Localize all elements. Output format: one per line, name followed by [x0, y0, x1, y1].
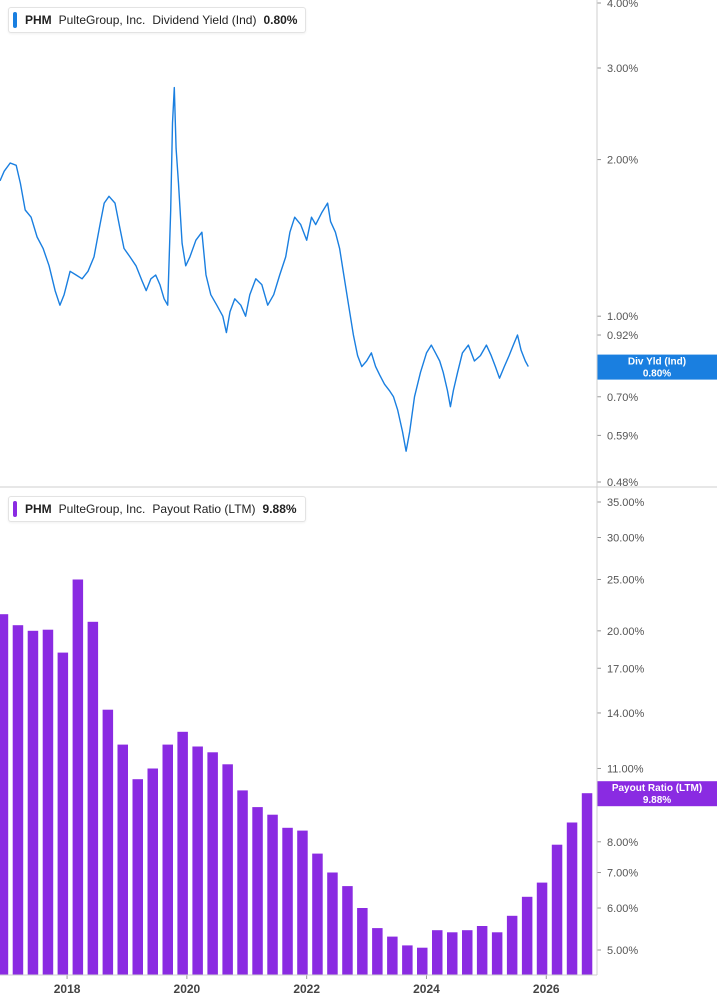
- payout-ratio-bar: [387, 936, 398, 975]
- payout-ratio-bar: [462, 930, 473, 975]
- payout-ratio-bar: [12, 625, 24, 975]
- legend-ticker: PHM: [25, 502, 52, 516]
- legend-value: 0.80%: [263, 13, 298, 27]
- payout-ratio-bar: [177, 731, 188, 975]
- dividend-yield-panel: 4.00% 3.00% 2.00% 1.00% 0.92% 0.70% 0.59% 0.48%…: [0, 0, 717, 489]
- y-tick-label: 14.00%: [607, 708, 645, 720]
- x-axis: 2018 2020 2022 2024 2026: [54, 975, 560, 996]
- y-tick-label: 30.00%: [607, 532, 645, 544]
- dividend-yield-flag: [597, 354, 717, 380]
- payout-ratio-bar: [207, 752, 218, 975]
- payout-ratio-panel: 35.00% 30.00% 25.00% 20.00% 17.00% 14.00% 11.0…: [0, 497, 717, 975]
- payout-ratio-bar: [506, 915, 518, 975]
- flag-label: Payout Ratio (LTM): [612, 783, 702, 794]
- payout-ratio-bar: [521, 896, 533, 975]
- y-tick-label: 0.59%: [607, 430, 638, 442]
- y-tick-label: 3.00%: [607, 63, 638, 75]
- payout-ratio-bar: [192, 746, 203, 975]
- y-tick-label: 8.00%: [607, 837, 638, 849]
- y-tick-label: 2.00%: [607, 155, 638, 167]
- y-tick-label: 0.48%: [607, 477, 638, 489]
- payout-ratio-bar: [372, 928, 383, 975]
- legend-company: PulteGroup, Inc.: [58, 502, 146, 516]
- payout-ratio-bar: [432, 930, 443, 975]
- payout-ratio-flag: [597, 781, 717, 807]
- payout-ratio-bar: [581, 793, 593, 975]
- payout-ratio-bar: [162, 744, 173, 975]
- payout-ratio-bar: [252, 807, 263, 975]
- payout-ratio-bar: [357, 908, 368, 975]
- payout-ratio-bar: [282, 827, 293, 975]
- dividend-yield-legend[interactable]: PHM PulteGroup, Inc. Dividend Yield (Ind…: [8, 7, 307, 33]
- payout-ratio-bar: [342, 886, 353, 975]
- flag-label: Div Yld (Ind): [628, 357, 686, 368]
- y-tick-label: 7.00%: [607, 868, 638, 880]
- payout-ratio-bar: [117, 744, 128, 975]
- payout-ratio-bar: [476, 926, 488, 975]
- x-tick-label: 2026: [533, 982, 560, 996]
- flag-value: 9.88%: [643, 795, 671, 806]
- x-tick-label: 2022: [293, 982, 320, 996]
- dividend-yield-line: [0, 86, 529, 452]
- payout-ratio-legend[interactable]: PHM PulteGroup, Inc. Payout Ratio (LTM) …: [8, 496, 306, 522]
- payout-ratio-bar: [42, 629, 54, 975]
- payout-ratio-swatch: [13, 501, 17, 517]
- legend-value: 9.88%: [262, 502, 297, 516]
- payout-ratio-bar: [297, 830, 308, 975]
- payout-ratio-bar: [551, 844, 563, 975]
- payout-ratio-bar: [222, 764, 233, 975]
- legend-company: PulteGroup, Inc.: [58, 13, 146, 27]
- x-tick-label: 2018: [54, 982, 81, 996]
- y-tick-label: 35.00%: [607, 497, 645, 509]
- payout-ratio-bar: [417, 947, 428, 975]
- payout-ratio-bar: [402, 945, 413, 975]
- legend-metric: Dividend Yield (Ind): [152, 13, 257, 27]
- payout-ratio-bar: [57, 652, 69, 975]
- payout-ratio-bar: [147, 768, 158, 975]
- payout-ratio-bar: [132, 779, 143, 975]
- payout-ratio-bar: [237, 790, 248, 975]
- payout-ratio-bar: [491, 932, 503, 975]
- y-tick-label: 20.00%: [607, 626, 645, 638]
- dividend-yield-swatch: [13, 12, 17, 28]
- payout-ratio-bar: [72, 579, 84, 975]
- y-tick-label: 11.00%: [607, 763, 644, 775]
- payout-ratio-bar: [327, 872, 338, 975]
- payout-ratio-bar: [0, 614, 9, 975]
- x-tick-label: 2020: [174, 982, 201, 996]
- y-tick-label: 0.70%: [607, 392, 638, 404]
- payout-ratio-bar: [447, 932, 458, 975]
- payout-ratio-bar: [566, 822, 578, 975]
- y-tick-label: 4.00%: [607, 0, 638, 10]
- y-tick-label: 25.00%: [607, 574, 645, 586]
- payout-ratio-bar: [27, 630, 39, 975]
- legend-metric: Payout Ratio (LTM): [152, 502, 256, 516]
- payout-ratio-bar: [267, 814, 278, 975]
- payout-ratio-bar: [87, 621, 99, 975]
- payout-ratio-bar: [312, 853, 323, 975]
- y-tick-label: 5.00%: [607, 945, 638, 957]
- x-tick-label: 2024: [413, 982, 440, 996]
- y-tick-label: 0.92%: [607, 330, 638, 342]
- flag-value: 0.80%: [643, 369, 671, 380]
- y-tick-label: 1.00%: [607, 311, 638, 323]
- payout-ratio-bar: [536, 882, 548, 975]
- y-tick-label: 6.00%: [607, 903, 638, 915]
- payout-ratio-bar: [102, 709, 114, 975]
- y-tick-label: 17.00%: [607, 663, 645, 675]
- legend-ticker: PHM: [25, 13, 52, 27]
